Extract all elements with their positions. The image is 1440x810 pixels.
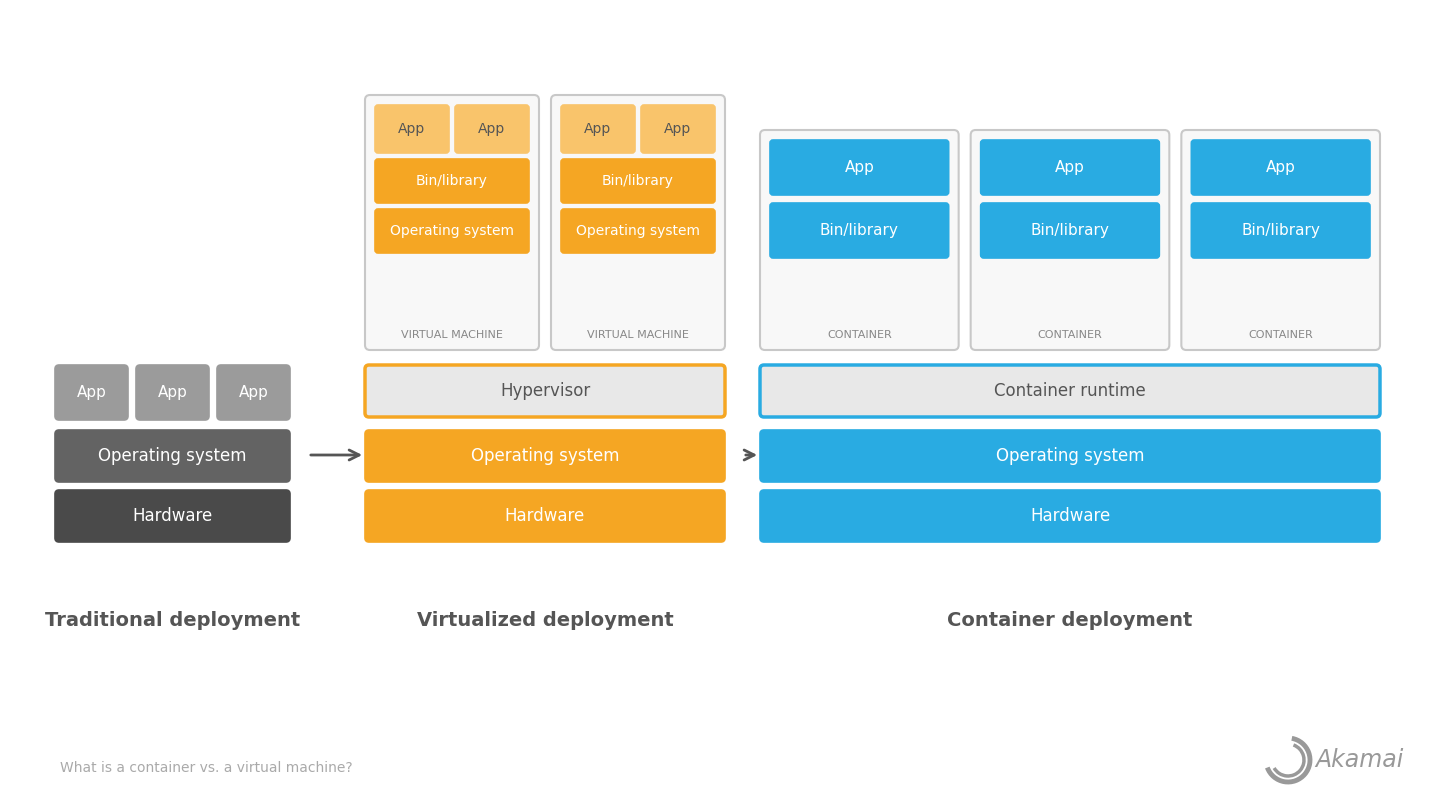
Text: App: App (399, 122, 426, 136)
Text: Container runtime: Container runtime (994, 382, 1146, 400)
Text: Operating system: Operating system (98, 447, 246, 465)
Text: VIRTUAL MACHINE: VIRTUAL MACHINE (402, 330, 503, 340)
FancyBboxPatch shape (217, 365, 289, 420)
FancyBboxPatch shape (374, 105, 449, 153)
FancyBboxPatch shape (364, 430, 724, 482)
Text: CONTAINER: CONTAINER (1038, 330, 1103, 340)
FancyBboxPatch shape (971, 130, 1169, 350)
Text: Bin/library: Bin/library (416, 174, 488, 188)
Text: Operating system: Operating system (390, 224, 514, 238)
Text: Virtualized deployment: Virtualized deployment (416, 611, 674, 629)
Text: CONTAINER: CONTAINER (1248, 330, 1313, 340)
Text: Operating system: Operating system (471, 447, 619, 465)
Text: Bin/library: Bin/library (602, 174, 674, 188)
FancyBboxPatch shape (1191, 140, 1369, 195)
FancyBboxPatch shape (981, 203, 1159, 258)
FancyBboxPatch shape (552, 95, 724, 350)
Text: Hardware: Hardware (505, 507, 585, 525)
Text: App: App (1266, 160, 1296, 175)
FancyBboxPatch shape (562, 105, 635, 153)
FancyBboxPatch shape (760, 430, 1380, 482)
FancyBboxPatch shape (981, 140, 1159, 195)
FancyBboxPatch shape (364, 490, 724, 542)
FancyBboxPatch shape (562, 159, 716, 203)
FancyBboxPatch shape (55, 365, 128, 420)
Text: App: App (239, 385, 268, 400)
Text: App: App (1056, 160, 1084, 175)
Text: Bin/library: Bin/library (1031, 223, 1109, 238)
Text: Operating system: Operating system (576, 224, 700, 238)
FancyBboxPatch shape (455, 105, 528, 153)
FancyBboxPatch shape (760, 365, 1380, 417)
Text: Akamai: Akamai (1315, 748, 1404, 772)
FancyBboxPatch shape (1181, 130, 1380, 350)
FancyBboxPatch shape (364, 365, 724, 417)
Text: Bin/library: Bin/library (1241, 223, 1320, 238)
Text: App: App (478, 122, 505, 136)
FancyBboxPatch shape (760, 130, 959, 350)
Text: CONTAINER: CONTAINER (827, 330, 891, 340)
Text: App: App (664, 122, 691, 136)
FancyBboxPatch shape (562, 209, 716, 253)
Text: Hardware: Hardware (132, 507, 213, 525)
FancyBboxPatch shape (1191, 203, 1369, 258)
FancyBboxPatch shape (364, 95, 539, 350)
Text: Hardware: Hardware (1030, 507, 1110, 525)
FancyBboxPatch shape (55, 490, 289, 542)
FancyBboxPatch shape (770, 203, 949, 258)
Text: Traditional deployment: Traditional deployment (45, 611, 300, 629)
Text: Hypervisor: Hypervisor (500, 382, 590, 400)
Text: Operating system: Operating system (995, 447, 1145, 465)
FancyBboxPatch shape (55, 430, 289, 482)
FancyBboxPatch shape (770, 140, 949, 195)
FancyBboxPatch shape (374, 209, 528, 253)
Text: VIRTUAL MACHINE: VIRTUAL MACHINE (588, 330, 688, 340)
Text: Container deployment: Container deployment (948, 611, 1192, 629)
Text: What is a container vs. a virtual machine?: What is a container vs. a virtual machin… (60, 761, 353, 775)
Text: Bin/library: Bin/library (819, 223, 899, 238)
Text: App: App (76, 385, 107, 400)
FancyBboxPatch shape (760, 490, 1380, 542)
Text: App: App (157, 385, 187, 400)
FancyBboxPatch shape (374, 159, 528, 203)
Text: App: App (844, 160, 874, 175)
FancyBboxPatch shape (641, 105, 716, 153)
FancyBboxPatch shape (135, 365, 209, 420)
Text: App: App (585, 122, 612, 136)
